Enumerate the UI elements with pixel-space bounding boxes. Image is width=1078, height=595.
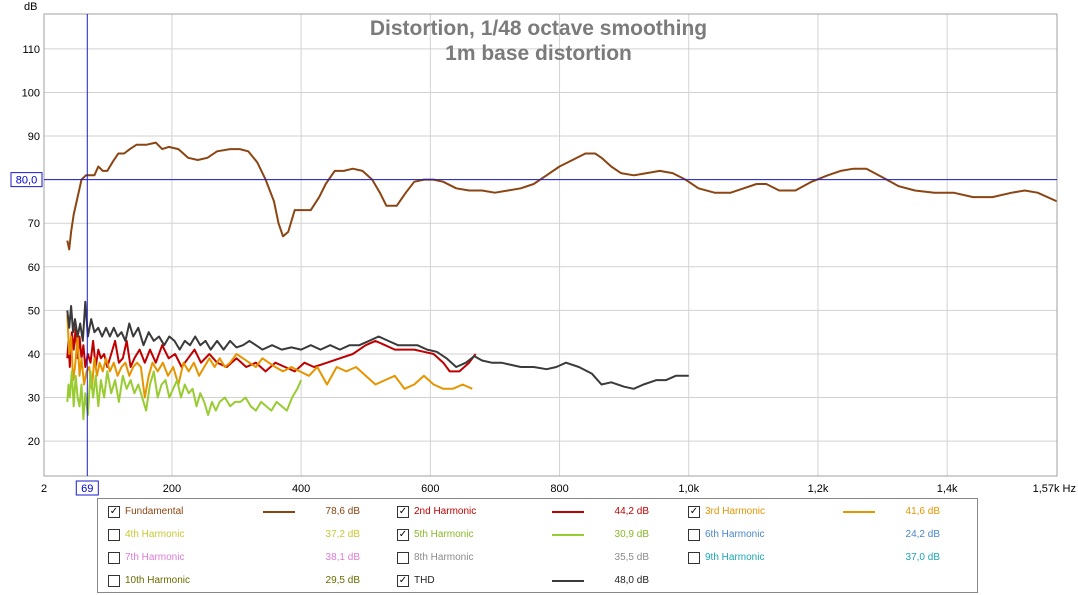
legend-item-9th-harmonic: 9th Harmonic 37,0 dB: [688, 549, 968, 567]
y-axis-label: dB: [24, 1, 37, 13]
legend-swatch: [552, 534, 584, 536]
legend-item-fundamental: ✓ Fundamental 78,6 dB: [108, 503, 388, 521]
legend-name: 5th Harmonic: [414, 529, 474, 540]
legend-name: 4th Harmonic: [125, 529, 185, 540]
legend-name: 8th Harmonic: [414, 552, 474, 563]
legend-value: 48,0 dB: [614, 575, 649, 586]
x-tick-label: 1,4k: [937, 483, 958, 495]
legend-value: 37,2 dB: [325, 529, 360, 540]
legend-checkbox-9th-harmonic[interactable]: [688, 552, 700, 564]
x-tick-label: 200: [163, 483, 181, 495]
legend-value: 41,6 dB: [905, 506, 940, 517]
x-tick-label: 1,57k Hz: [1033, 483, 1076, 495]
legend-checkbox-thd[interactable]: ✓: [397, 575, 409, 587]
series-line-fundamental: [66, 141, 1058, 251]
legend-checkbox-2nd-harmonic[interactable]: ✓: [397, 506, 409, 518]
legend-checkbox-8th-harmonic[interactable]: [397, 552, 409, 564]
y-tick-label: 60: [28, 262, 40, 274]
legend-item-7th-harmonic: 7th Harmonic 38,1 dB: [108, 549, 388, 567]
legend-checkbox-7th-harmonic[interactable]: [108, 552, 120, 564]
legend-name: Fundamental: [125, 506, 184, 517]
legend-item-8th-harmonic: 8th Harmonic 35,5 dB: [397, 549, 677, 567]
legend-value: 29,5 dB: [325, 575, 360, 586]
legend-name: 2nd Harmonic: [414, 506, 477, 517]
x-tick-label: 600: [421, 483, 439, 495]
y-tick-label: 100: [22, 87, 40, 99]
y-tick-label: 30: [28, 393, 40, 405]
legend-value: 44,2 dB: [614, 506, 649, 517]
legend-item-10th-harmonic: 10th Harmonic 29,5 dB: [108, 572, 388, 590]
y-tick-label: 90: [28, 131, 40, 143]
legend-item-5th-harmonic: ✓ 5th Harmonic 30,9 dB: [397, 526, 677, 544]
grid: [44, 14, 1057, 476]
legend-value: 30,9 dB: [614, 529, 649, 540]
legend-checkbox-10th-harmonic[interactable]: [108, 575, 120, 587]
legend-value: 35,5 dB: [614, 552, 649, 563]
plot-frame: [43, 13, 1058, 477]
legend-checkbox-5th-harmonic[interactable]: ✓: [397, 529, 409, 541]
legend-swatch: [263, 511, 295, 513]
legend-checkbox-fundamental[interactable]: ✓: [108, 506, 120, 518]
legend-swatch: [552, 580, 584, 582]
series-line-thd: [66, 300, 689, 390]
legend-value: 37,0 dB: [905, 552, 940, 563]
series-line-3rd-harmonic: [66, 314, 473, 399]
legend-value: 38,1 dB: [325, 552, 360, 563]
distortion-chart[interactable]: 203040506070809010011022004006008001,0k1…: [0, 0, 1078, 497]
legend-name: 6th Harmonic: [705, 529, 765, 540]
legend: ✓ Fundamental 78,6 dB ✓ 2nd Harmonic 44,2 dB ✓…: [97, 498, 978, 593]
x-tick-label: 1,2k: [808, 483, 829, 495]
legend-swatch: [843, 511, 875, 513]
y-tick-label: 40: [28, 349, 40, 361]
legend-name: 3rd Harmonic: [705, 506, 766, 517]
legend-checkbox-6th-harmonic[interactable]: [688, 529, 700, 541]
y-tick-label: 50: [28, 305, 40, 317]
x-tick-label: 2: [41, 483, 47, 495]
cursor[interactable]: 69 80,0: [10, 14, 1057, 496]
chart-subtitle: 1m base distortion: [445, 42, 632, 65]
series-line-5th-harmonic: [66, 370, 303, 421]
x-tick-label: 400: [292, 483, 310, 495]
legend-item-2nd-harmonic: ✓ 2nd Harmonic 44,2 dB: [397, 503, 677, 521]
chart-title: Distortion, 1/48 octave smoothing: [370, 17, 707, 40]
y-tick-label: 20: [28, 436, 40, 448]
series-layer: [66, 141, 1058, 421]
cursor-x-box: [75, 480, 99, 496]
legend-name: 7th Harmonic: [125, 552, 185, 563]
legend-item-6th-harmonic: 6th Harmonic 24,2 dB: [688, 526, 968, 544]
legend-name: 10th Harmonic: [125, 575, 191, 586]
legend-name: 9th Harmonic: [705, 552, 765, 563]
plot-background: [44, 14, 1057, 476]
y-tick-label: 70: [28, 218, 40, 230]
y-tick-label: 110: [22, 44, 40, 56]
legend-swatch: [552, 511, 584, 513]
legend-item-3rd-harmonic: ✓ 3rd Harmonic 41,6 dB: [688, 503, 968, 521]
cursor-x-label: 69: [81, 483, 93, 495]
legend-item-thd: ✓ THD 48,0 dB: [397, 572, 677, 590]
legend-value: 24,2 dB: [905, 529, 940, 540]
x-tick-label: 800: [550, 483, 568, 495]
legend-checkbox-4th-harmonic[interactable]: [108, 529, 120, 541]
legend-value: 78,6 dB: [325, 506, 360, 517]
legend-item-4th-harmonic: 4th Harmonic 37,2 dB: [108, 526, 388, 544]
legend-checkbox-3rd-harmonic[interactable]: ✓: [688, 506, 700, 518]
x-tick-label: 1,0k: [678, 483, 699, 495]
cursor-y-box: [10, 172, 43, 188]
cursor-y-label: 80,0: [16, 175, 37, 187]
legend-name: THD: [414, 575, 435, 586]
